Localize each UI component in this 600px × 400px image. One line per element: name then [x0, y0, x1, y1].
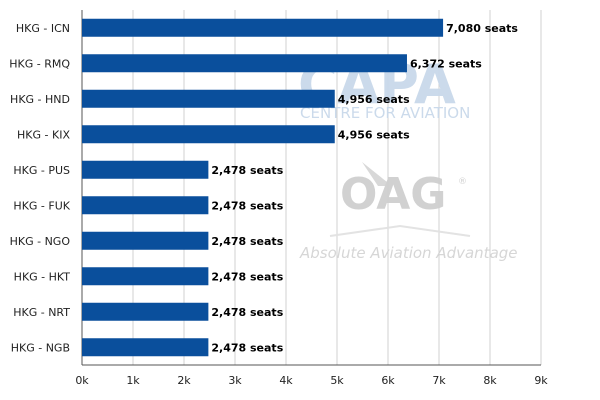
data-label: 2,478 seats — [211, 235, 283, 248]
y-category-label: HKG - NGO — [10, 235, 71, 248]
y-category-label: HKG - RMQ — [9, 57, 70, 70]
y-category-label: HKG - KIX — [17, 128, 70, 141]
watermark: CAPA CENTRE FOR AVIATION OAG ® Absolute … — [298, 53, 518, 262]
oag-watermark: OAG — [340, 169, 446, 220]
y-category-label: HKG - NGB — [11, 341, 70, 354]
oag-divider-icon — [329, 224, 471, 237]
data-label: 2,478 seats — [211, 306, 283, 319]
x-tick-label: 8k — [483, 374, 497, 387]
oag-swoosh-icon — [362, 162, 392, 186]
x-tick-label: 5k — [330, 374, 344, 387]
y-category-label: HKG - PUS — [13, 164, 70, 177]
labels: 0k 1k 2k 3k 4k 5k 6k 7k 8k 9k HKG - ICN 7,080 seats… — [9, 22, 548, 387]
y-category-label: HKG - FUK — [13, 199, 70, 212]
x-tick-label: 6k — [381, 374, 395, 387]
bar — [82, 125, 335, 144]
data-label: 2,478 seats — [211, 270, 283, 283]
bar — [82, 89, 335, 108]
data-label: 6,372 seats — [410, 57, 482, 70]
data-label: 2,478 seats — [211, 341, 283, 354]
x-tick-label: 4k — [279, 374, 293, 387]
capa-watermark-subtitle: CENTRE FOR AVIATION — [300, 104, 470, 122]
oag-registered-mark: ® — [458, 177, 467, 187]
bar — [82, 302, 209, 321]
data-label: 4,956 seats — [338, 128, 410, 141]
x-tick-label: 2k — [177, 374, 191, 387]
y-category-label: HKG - HND — [10, 93, 70, 106]
bar — [82, 196, 209, 215]
x-tick-label: 9k — [534, 374, 548, 387]
bar — [82, 160, 209, 179]
data-label: 2,478 seats — [211, 164, 283, 177]
data-label: 4,956 seats — [338, 93, 410, 106]
data-label: 2,478 seats — [211, 199, 283, 212]
x-tick-label: 1k — [126, 374, 140, 387]
bar — [82, 338, 209, 357]
oag-watermark-tagline: Absolute Aviation Advantage — [299, 244, 518, 262]
x-tick-label: 7k — [432, 374, 446, 387]
x-tick-label: 3k — [228, 374, 242, 387]
bar — [82, 54, 407, 73]
bar — [82, 267, 209, 286]
bar — [82, 231, 209, 250]
bars — [82, 18, 444, 357]
y-category-label: HKG - ICN — [16, 22, 70, 35]
x-tick-label: 0k — [75, 374, 89, 387]
y-category-label: HKG - NRT — [13, 306, 70, 319]
bar — [82, 18, 444, 37]
y-category-label: HKG - HKT — [14, 270, 71, 283]
data-label: 7,080 seats — [446, 22, 518, 35]
